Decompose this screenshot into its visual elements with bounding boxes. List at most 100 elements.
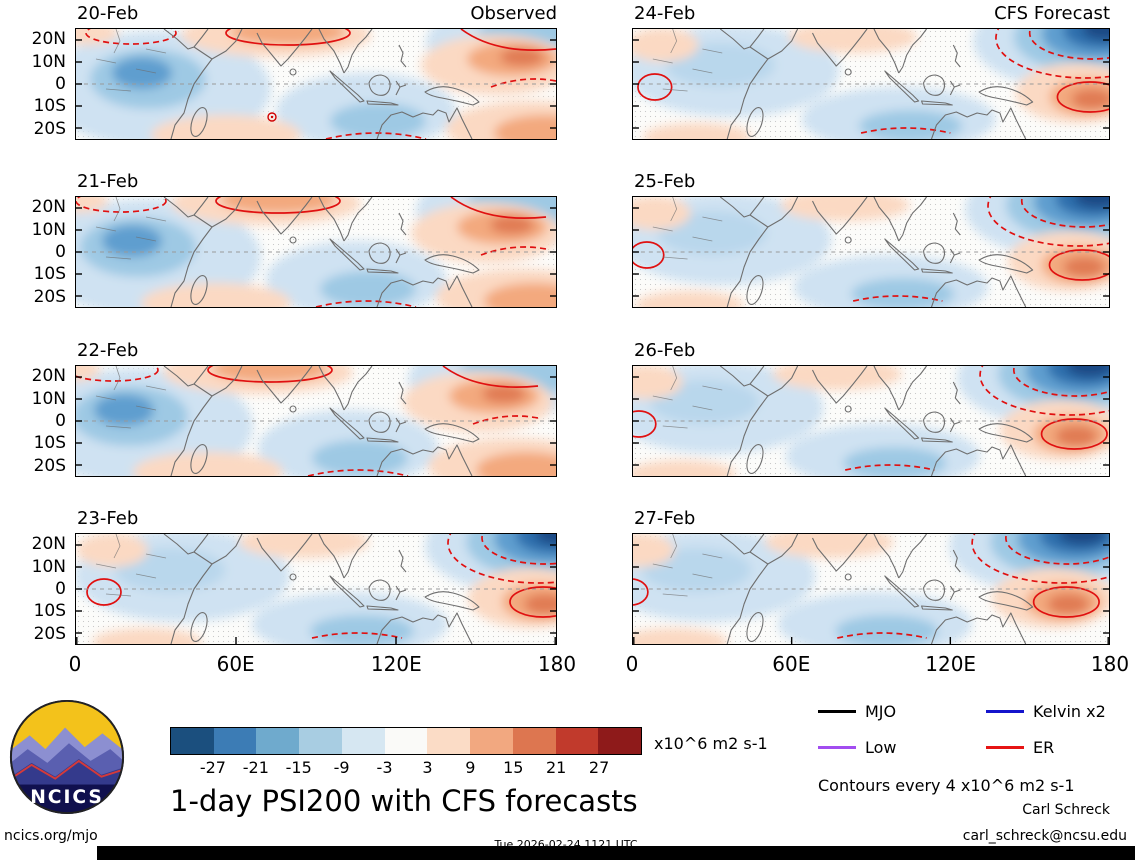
latitude-ticks <box>76 544 556 634</box>
panel-date-label: 25-Feb <box>634 171 696 192</box>
colorbar-segment <box>341 728 385 754</box>
colorbar-tick-label: 21 <box>545 758 567 777</box>
colorbar <box>170 727 642 755</box>
longitude-ticks <box>633 637 1109 644</box>
colorbar-tick-label: -27 <box>199 758 226 777</box>
x-tick-label: 120E <box>370 652 422 676</box>
x-tick-label: 180 <box>1090 652 1130 676</box>
panel-date-label: 23-Feb <box>77 508 139 529</box>
colorbar-tick-label: 3 <box>422 758 433 777</box>
website-link[interactable]: ncics.org/mjo <box>4 828 98 844</box>
colorbar-tick-label: -21 <box>242 758 269 777</box>
map-canvas <box>76 197 556 307</box>
y-tick-label: 20N <box>31 534 66 555</box>
legend-label: Kelvin x2 <box>1033 702 1106 721</box>
colorbar-segment <box>384 728 428 754</box>
y-tick-label: 10S <box>33 433 66 454</box>
latitude-ticks <box>633 376 1109 466</box>
map-plot <box>75 533 557 645</box>
colorbar-segment <box>427 728 471 754</box>
y-tick-label: 20S <box>33 286 66 307</box>
colorbar-tick-label: 9 <box>465 758 476 777</box>
y-tick-label: 20N <box>31 197 66 218</box>
legend-item-low: Low <box>818 738 986 757</box>
colorbar-units-label: x10^6 m2 s-1 <box>654 734 768 753</box>
map-canvas <box>76 366 556 476</box>
colorbar-segment <box>512 728 556 754</box>
colorbar-tick-label: -3 <box>376 758 393 777</box>
x-tick-label: 0 <box>625 652 639 676</box>
colorbar-segment <box>555 728 599 754</box>
x-tick-label: 60E <box>216 652 255 676</box>
map-canvas <box>633 29 1109 139</box>
legend-line <box>818 746 856 749</box>
author-credit: Carl Schreck <box>1022 802 1110 818</box>
colorbar-segment <box>470 728 513 754</box>
map-panel-26-feb: 26-Feb <box>632 340 1110 503</box>
y-tick-label: 10S <box>33 96 66 117</box>
map-panel-25-feb: 25-Feb <box>632 171 1110 334</box>
colorbar-segment <box>213 728 257 754</box>
colorbar-tick-label: -15 <box>285 758 312 777</box>
colorbar-tick-label: 27 <box>588 758 610 777</box>
contact-email[interactable]: carl_schreck@ncsu.edu <box>962 828 1127 844</box>
legend-line <box>818 710 856 713</box>
column-header: CFS Forecast <box>994 3 1110 24</box>
map-panel-22-feb: 22-Feb <box>75 340 557 503</box>
ncics-logo: NCICS <box>9 699 125 815</box>
y-tick-label: 0 <box>55 411 66 431</box>
latitude-ticks <box>76 207 556 297</box>
colorbar-tick-label: -9 <box>333 758 350 777</box>
y-tick-label: 10N <box>31 556 66 577</box>
latitude-ticks <box>633 544 1109 634</box>
panel-date-label: 24-Feb <box>634 3 696 24</box>
colorbar-segment <box>256 728 300 754</box>
y-tick-label: 10S <box>33 264 66 285</box>
legend-line <box>986 710 1024 713</box>
x-tick-label: 60E <box>772 652 811 676</box>
y-tick-label: 0 <box>55 74 66 94</box>
legend-label: ER <box>1033 738 1055 757</box>
latitude-ticks <box>76 39 556 129</box>
latitude-ticks <box>76 376 556 466</box>
y-tick-label: 10N <box>31 388 66 409</box>
contour-interval-note: Contours every 4 x10^6 m2 s-1 <box>818 776 1075 795</box>
legend-label: Low <box>865 738 897 757</box>
y-tick-label: 10N <box>31 51 66 72</box>
column-header: Observed <box>470 3 557 24</box>
y-tick-label: 20S <box>33 118 66 139</box>
map-panel-24-feb: 24-Feb CFS Forecast <box>632 3 1110 166</box>
colorbar-tick-label: 15 <box>503 758 524 777</box>
longitude-ticks <box>76 637 556 644</box>
map-canvas <box>633 366 1109 476</box>
map-plot <box>75 196 557 308</box>
panel-date-label: 26-Feb <box>634 340 696 361</box>
map-panel-20-feb: 20-Feb Observed <box>75 3 557 166</box>
y-tick-label: 10N <box>31 219 66 240</box>
map-plot <box>75 28 557 140</box>
y-tick-label: 0 <box>55 242 66 262</box>
legend-line <box>986 746 1024 749</box>
colorbar-segment <box>299 728 342 754</box>
latitude-ticks <box>633 39 1109 129</box>
y-tick-label: 20N <box>31 29 66 50</box>
map-panel-23-feb: 23-Feb <box>75 508 557 671</box>
figure-title: 1-day PSI200 with CFS forecasts <box>170 784 638 818</box>
y-tick-label: 0 <box>55 579 66 599</box>
panel-date-label: 22-Feb <box>77 340 139 361</box>
footer: NCICS -27 -21 -15 -9 -3 3 9 15 21 27 x10^6 m2 s-1… <box>0 690 1135 846</box>
map-canvas <box>76 29 556 139</box>
map-plot <box>632 196 1110 308</box>
legend-item-kelvin-x2: Kelvin x2 <box>986 702 1123 721</box>
panel-date-label: 20-Feb <box>77 3 139 24</box>
panel-date-label: 21-Feb <box>77 171 139 192</box>
map-canvas <box>76 534 556 644</box>
colorbar-segment <box>598 728 642 754</box>
map-plot <box>632 533 1110 645</box>
legend-item-er: ER <box>986 738 1123 757</box>
y-tick-label: 10S <box>33 601 66 622</box>
legend-item-mjo: MJO <box>818 702 986 721</box>
map-plot <box>632 28 1110 140</box>
x-tick-label: 0 <box>68 652 82 676</box>
